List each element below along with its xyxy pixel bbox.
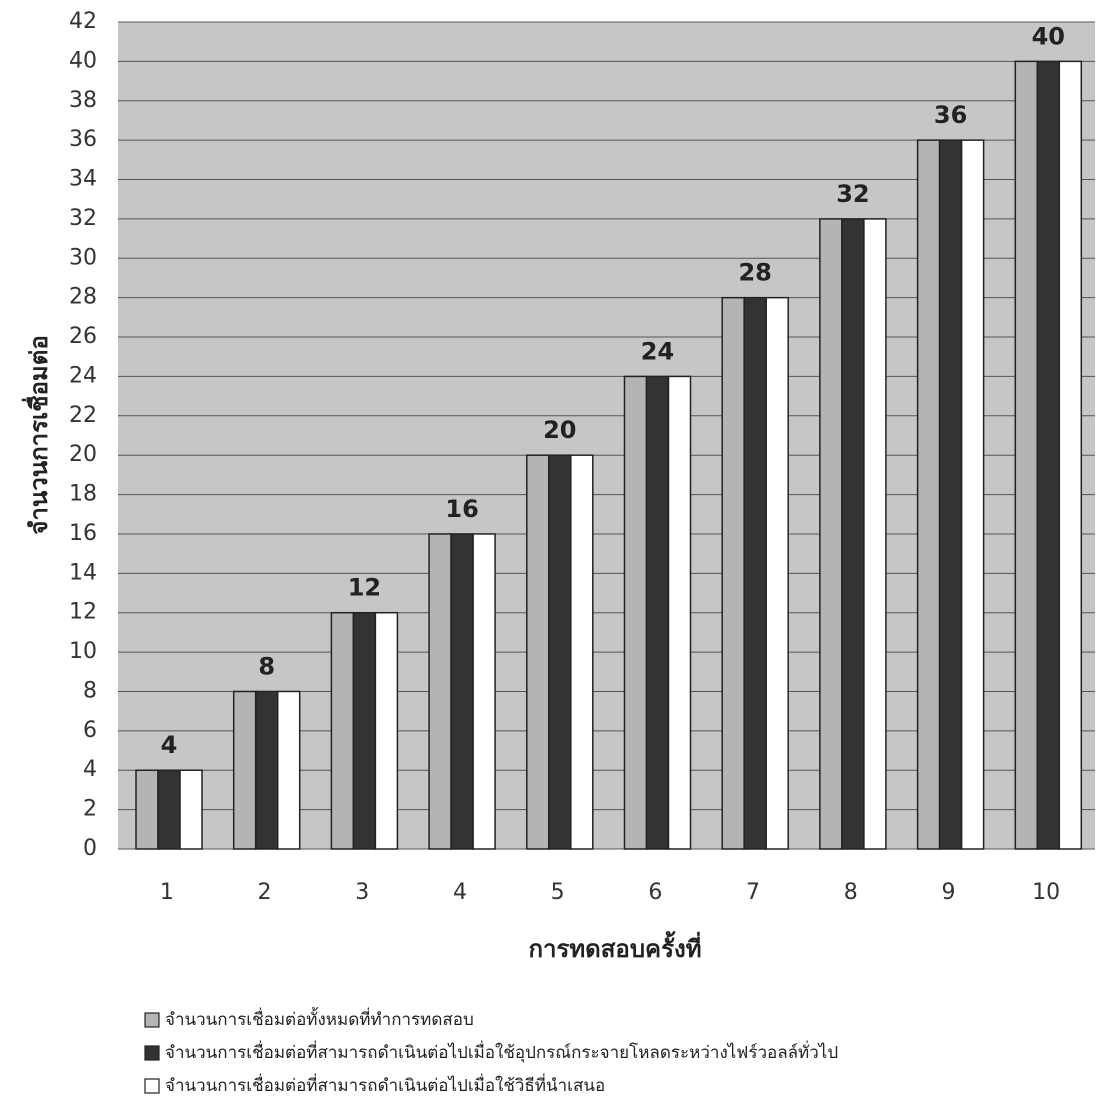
y-tick-label: 10 [69, 639, 97, 664]
x-tick-label: 8 [844, 880, 858, 905]
y-tick-label: 2 [83, 797, 97, 822]
bar [962, 140, 984, 849]
y-tick-label: 26 [69, 324, 97, 349]
x-tick-label: 1 [160, 880, 174, 905]
bar [180, 770, 202, 849]
bar [256, 691, 278, 849]
bar [353, 613, 375, 849]
data-label: 32 [836, 180, 869, 208]
data-label: 4 [161, 731, 178, 759]
y-tick-label: 22 [69, 403, 97, 428]
bar [234, 691, 256, 849]
bar [1059, 61, 1081, 849]
x-tick-label: 5 [551, 880, 565, 905]
y-tick-label: 24 [69, 363, 97, 388]
x-axis-title: การทดสอบครั้งที่ [528, 930, 701, 963]
bar [527, 455, 549, 849]
bar [1015, 61, 1037, 849]
y-tick-label: 18 [69, 482, 97, 507]
legend-swatch [145, 1046, 159, 1060]
y-tick-label: 38 [69, 88, 97, 113]
y-tick-label: 12 [69, 600, 97, 625]
y-tick-label: 16 [69, 521, 97, 546]
x-tick-label: 7 [746, 880, 760, 905]
bar [820, 219, 842, 849]
bar [136, 770, 158, 849]
bar [918, 140, 940, 849]
legend-label: จำนวนการเชื่อมต่อที่สามารถดำเนินต่อไปเมื… [165, 1040, 838, 1063]
legend-label: จำนวนการเชื่อมต่อที่สามารถดำเนินต่อไปเมื… [165, 1073, 605, 1096]
x-tick-label: 10 [1032, 880, 1060, 905]
y-axis-title: จำนวนการเชื่อมต่อ [21, 335, 53, 534]
legend-label: จำนวนการเชื่อมต่อทั้งหมดที่ทำการทดสอบ [165, 1007, 474, 1030]
bar [451, 534, 473, 849]
bar [549, 455, 571, 849]
bar [722, 298, 744, 849]
bar [331, 613, 353, 849]
y-tick-label: 0 [83, 836, 97, 861]
y-tick-label: 34 [69, 167, 97, 192]
bar [429, 534, 451, 849]
legend-swatch [145, 1079, 159, 1093]
y-tick-label: 36 [69, 127, 97, 152]
bar [158, 770, 180, 849]
x-tick-label: 4 [453, 880, 467, 905]
y-tick-label: 14 [69, 560, 97, 585]
data-label: 12 [348, 574, 381, 602]
y-tick-label: 20 [69, 442, 97, 467]
bar [278, 691, 300, 849]
bar [571, 455, 593, 849]
bar [625, 376, 647, 849]
bar [744, 298, 766, 849]
bar [647, 376, 669, 849]
bar [864, 219, 886, 849]
bar [669, 376, 691, 849]
bar [1037, 61, 1059, 849]
legend-swatch [145, 1013, 159, 1027]
x-tick-label: 2 [258, 880, 272, 905]
bar [473, 534, 495, 849]
y-tick-label: 4 [83, 757, 97, 782]
data-label: 8 [258, 652, 275, 680]
data-label: 36 [934, 101, 967, 129]
data-label: 16 [445, 495, 478, 523]
x-tick-label: 6 [648, 880, 662, 905]
bar [766, 298, 788, 849]
y-tick-label: 30 [69, 245, 97, 270]
y-tick-label: 8 [83, 678, 97, 703]
y-tick-label: 40 [69, 48, 97, 73]
x-tick-label: 3 [355, 880, 369, 905]
data-label: 24 [641, 337, 674, 365]
bar [842, 219, 864, 849]
data-label: 28 [738, 259, 771, 287]
x-tick-label: 9 [941, 880, 955, 905]
y-tick-label: 28 [69, 285, 97, 310]
y-tick-label: 32 [69, 206, 97, 231]
chart: จำนวนการเชื่อมต่อ การทดสอบครั้งที่ 02468… [0, 0, 1096, 1105]
data-label: 40 [1032, 22, 1065, 50]
bar [940, 140, 962, 849]
y-tick-label: 42 [69, 9, 97, 34]
bar [375, 613, 397, 849]
y-tick-label: 6 [83, 718, 97, 743]
data-label: 20 [543, 416, 576, 444]
